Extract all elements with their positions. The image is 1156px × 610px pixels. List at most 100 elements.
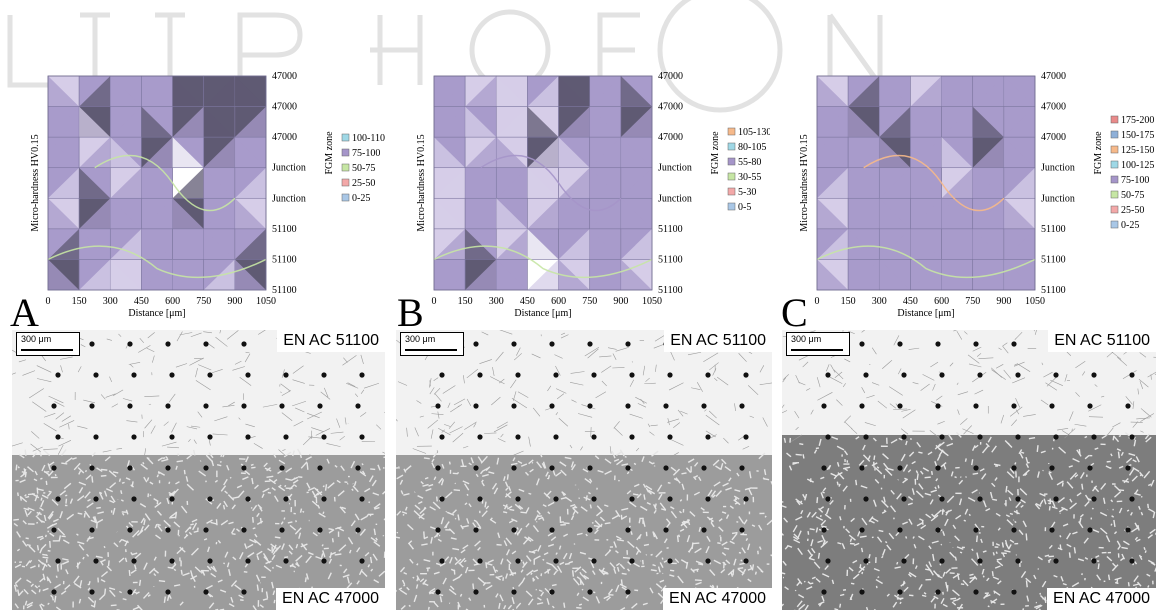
dendrite — [262, 487, 270, 493]
grain-boundary — [967, 354, 980, 364]
indent-mark — [165, 341, 171, 347]
dendrite — [821, 534, 826, 543]
dendrite — [334, 553, 342, 556]
dendrite — [249, 538, 257, 544]
dendrite — [572, 510, 576, 516]
dendrite — [383, 518, 385, 521]
micrograph-c: 300 μm EN AC 51100 EN AC 47000 — [782, 330, 1156, 610]
dendrite — [1152, 511, 1156, 519]
heatmap-triangle — [234, 137, 266, 168]
dendrite — [806, 511, 811, 518]
dendrite — [17, 466, 20, 469]
grain-boundary — [532, 407, 541, 417]
dendrite — [813, 561, 821, 569]
indent-mark — [863, 372, 869, 378]
indent-mark — [207, 496, 213, 502]
dendrite — [798, 603, 806, 610]
indent-mark — [663, 403, 669, 409]
dendrite — [1001, 552, 1007, 555]
indent-mark — [1053, 558, 1059, 564]
dendrite — [20, 472, 26, 478]
dendrite — [733, 498, 737, 502]
dendrite — [22, 520, 27, 525]
dendrite — [987, 436, 992, 443]
indent-mark — [739, 403, 745, 409]
dendrite — [317, 504, 321, 509]
dendrite — [122, 598, 127, 601]
dendrite — [532, 551, 536, 554]
dendrite — [632, 493, 638, 496]
dendrite — [942, 571, 946, 577]
dendrite — [551, 605, 555, 609]
dendrite — [493, 487, 499, 495]
grain-boundary — [710, 434, 717, 439]
dendrite — [359, 471, 367, 477]
grain-boundary — [930, 361, 939, 368]
dendrite — [551, 583, 557, 587]
dendrite — [868, 554, 871, 559]
dendrite — [247, 552, 255, 558]
dendrite — [973, 575, 978, 580]
dendrite — [734, 501, 739, 505]
dendrite — [365, 513, 370, 518]
dendrite — [1079, 472, 1085, 479]
dendrite — [1110, 499, 1114, 503]
heatmap-triangle — [1003, 167, 1035, 199]
micrograph-image — [396, 330, 772, 610]
dendrite — [108, 470, 117, 478]
grain-boundary — [281, 369, 285, 378]
dendrite — [1083, 537, 1089, 544]
dendrite — [604, 522, 611, 525]
heatmap-triangle — [496, 259, 528, 290]
dendrite — [446, 511, 455, 516]
grain-boundary — [28, 388, 44, 399]
dendrite — [588, 491, 591, 495]
dendrite — [807, 581, 812, 585]
dendrite — [588, 557, 593, 560]
dendrite — [450, 568, 456, 572]
grain-boundary — [635, 447, 640, 452]
dendrite — [890, 438, 898, 444]
grain-boundary — [190, 425, 201, 428]
dendrite — [506, 474, 509, 480]
dendrite — [103, 545, 106, 549]
dendrite — [1050, 521, 1056, 529]
dendrite — [555, 552, 558, 555]
dendrite — [902, 464, 909, 472]
dendrite — [182, 572, 190, 577]
dendrite — [109, 589, 116, 598]
dendrite — [659, 579, 665, 583]
legend-label: 25-50 — [352, 178, 375, 189]
dendrite — [133, 564, 137, 570]
legend-label: 175-200 — [1121, 115, 1154, 126]
panel-letter: A — [10, 290, 39, 335]
dendrite — [396, 536, 401, 539]
grain-boundary — [433, 377, 439, 381]
y-tick-label: 51100 — [658, 285, 683, 296]
dendrite — [997, 580, 1002, 585]
heatmap-triangle — [234, 76, 266, 107]
dendrite — [971, 548, 974, 552]
heatmap-triangle — [848, 106, 880, 138]
dendrite — [356, 547, 361, 553]
dendrite — [334, 464, 338, 468]
grain-boundary — [497, 438, 506, 443]
dendrite — [693, 476, 697, 481]
dendrite — [693, 491, 701, 496]
grain-boundary — [893, 408, 908, 410]
dendrite — [472, 583, 475, 590]
dendrite — [42, 553, 47, 556]
legend-swatch — [727, 142, 736, 151]
dendrite — [572, 507, 579, 514]
dendrite — [90, 604, 96, 608]
grain-boundary — [795, 375, 800, 384]
dendrite — [622, 556, 630, 559]
heatmap-triangle — [79, 106, 111, 138]
grain-boundary — [1139, 352, 1147, 358]
dendrite — [460, 549, 466, 554]
contour-line — [480, 154, 622, 212]
grain-boundary — [167, 446, 180, 449]
indent-mark — [625, 589, 631, 595]
dendrite — [40, 500, 45, 508]
